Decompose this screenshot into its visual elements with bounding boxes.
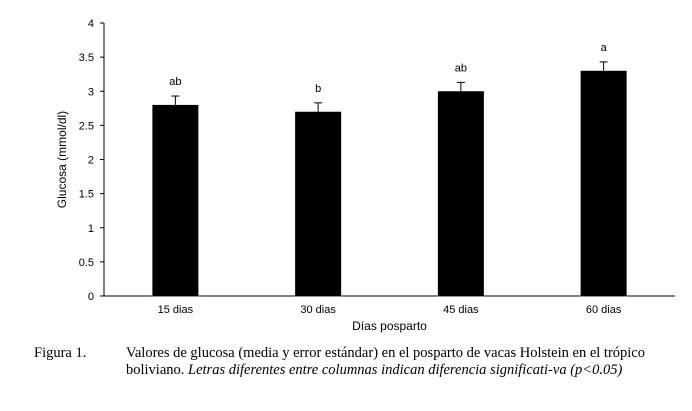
- error-bars: [171, 61, 608, 112]
- y-tick-label: 4: [88, 18, 94, 30]
- x-tick-label: 45 dias: [443, 304, 479, 316]
- significance-label: b: [315, 83, 321, 95]
- y-axis-title: Glucosa (mmol/dl): [55, 111, 69, 208]
- significance-label: ab: [455, 62, 467, 74]
- y-tick-label: 3.5: [79, 52, 94, 64]
- x-tick-label: 30 dias: [300, 304, 336, 316]
- significance-label: a: [601, 42, 608, 54]
- bar-chart: 0 0.5 1 1.5 2 2.5 3 3.5 4 15 dias 30 dias 45 dias 6…: [55, 18, 675, 333]
- bar: [437, 91, 484, 296]
- x-tick-label: 60 dias: [586, 304, 622, 316]
- x-axis-title: Días posparto: [352, 319, 427, 333]
- x-tick-labels: 15 dias 30 dias 45 dias 60 dias: [150, 296, 629, 316]
- caption-body: Valores de glucosa (media y error estánd…: [126, 345, 684, 379]
- y-axis: 0 0.5 1 1.5 2 2.5 3 3.5 4: [79, 18, 105, 303]
- caption-label: Figura 1.: [34, 345, 87, 361]
- y-tick-label: 2: [88, 155, 94, 167]
- bar: [152, 104, 199, 297]
- bar: [295, 111, 342, 296]
- bar: [580, 70, 627, 297]
- bars: [152, 70, 627, 297]
- significance-labels: ab b ab a: [169, 42, 607, 95]
- caption-text: Valores de glucosa (media y error estánd…: [126, 345, 645, 378]
- significance-label: ab: [169, 76, 181, 88]
- y-tick-label: 3: [88, 86, 94, 98]
- y-tick-label: 0.5: [79, 257, 94, 269]
- y-tick-label: 1: [88, 223, 94, 235]
- x-axis: 15 dias 30 dias 45 dias 60 dias: [104, 295, 675, 316]
- y-tick-label: 1.5: [79, 189, 94, 201]
- y-tick-label: 0: [88, 291, 94, 303]
- y-tick-labels: 0 0.5 1 1.5 2 2.5 3 3.5 4: [79, 18, 104, 303]
- figure-caption: Figura 1. Valores de glucosa (media y er…: [34, 345, 684, 379]
- x-tick-label: 15 dias: [158, 304, 194, 316]
- y-tick-label: 2.5: [79, 120, 94, 132]
- caption-italic-text: Letras diferentes entre columnas indican…: [188, 362, 623, 378]
